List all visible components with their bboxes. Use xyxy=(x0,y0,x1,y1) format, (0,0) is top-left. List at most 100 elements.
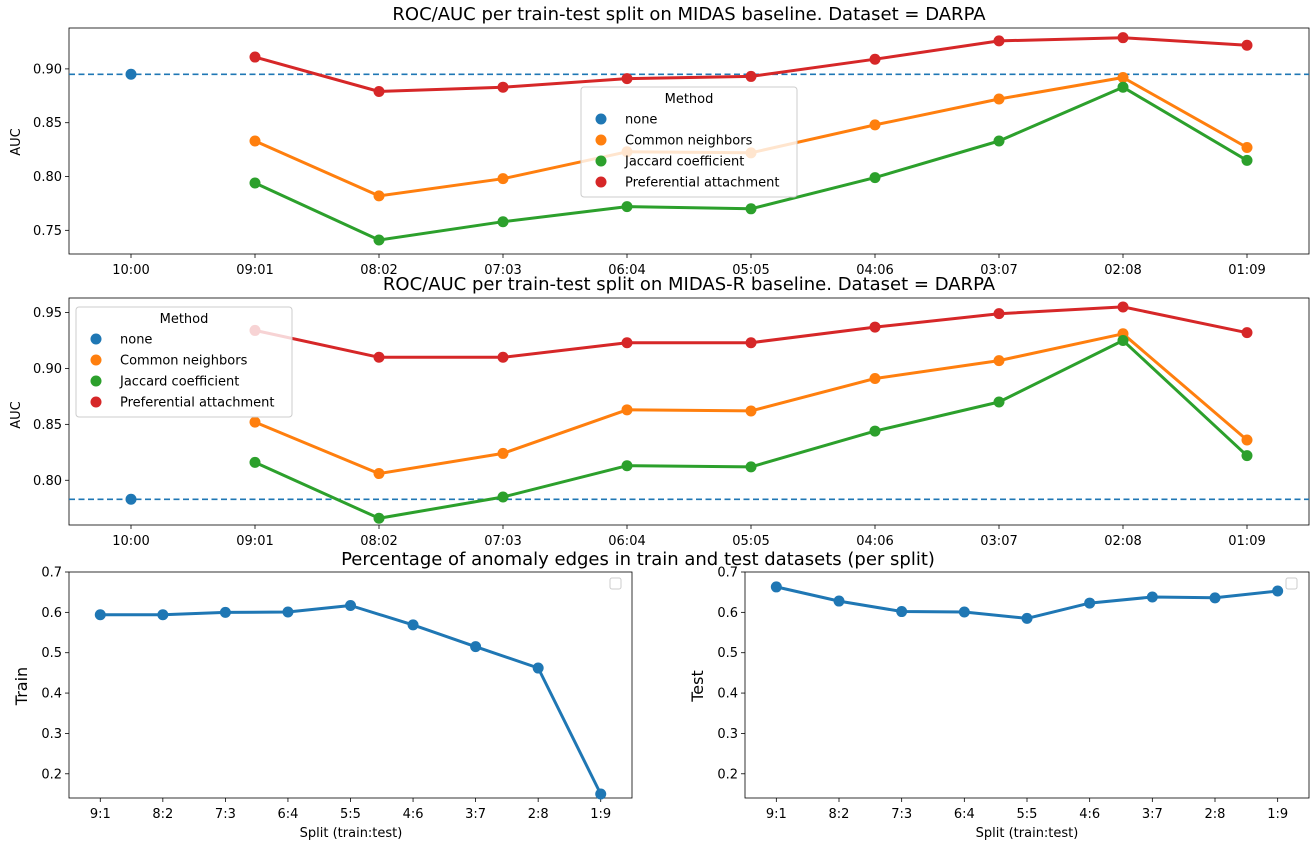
x-tick-label: 04:06 xyxy=(856,534,893,549)
y-tick-label: 0.5 xyxy=(41,646,62,661)
legend-marker xyxy=(595,113,607,125)
data-point-none xyxy=(125,68,137,80)
data-point-preferential-attachment xyxy=(745,70,757,82)
x-tick-label: 01:09 xyxy=(1228,263,1265,278)
y-tick-label: 0.80 xyxy=(33,474,62,489)
chart-midas-r-auc: ROC/AUC per train-test split on MIDAS-R … xyxy=(9,274,1310,549)
data-point-values xyxy=(1021,612,1033,624)
data-point-preferential-attachment xyxy=(1241,39,1253,51)
data-point-jaccard-coefficient xyxy=(1117,81,1129,93)
data-point-common-neighbors xyxy=(1241,434,1253,446)
data-point-common-neighbors xyxy=(1241,141,1253,153)
y-axis-label: AUC xyxy=(9,401,24,429)
x-tick-label: 08:02 xyxy=(360,534,397,549)
legend-marker xyxy=(595,176,607,188)
x-tick-label: 04:06 xyxy=(856,263,893,278)
y-axis-label: Test xyxy=(688,670,707,703)
y-tick-label: 0.85 xyxy=(33,418,62,433)
chart-midas-auc: ROC/AUC per train-test split on MIDAS ba… xyxy=(9,4,1310,278)
y-tick-label: 0.90 xyxy=(33,362,62,377)
legend-entry: Jaccard coefficient xyxy=(624,155,744,170)
data-point-values xyxy=(345,599,356,611)
x-tick-label: 9:1 xyxy=(90,807,111,822)
x-tick-label: 06:04 xyxy=(608,263,645,278)
data-point-common-neighbors xyxy=(249,416,261,428)
data-point-preferential-attachment xyxy=(1117,301,1129,313)
data-point-jaccard-coefficient xyxy=(249,177,261,189)
data-point-jaccard-coefficient xyxy=(621,460,633,472)
legend-box xyxy=(75,306,293,418)
x-tick-label: 7:3 xyxy=(891,807,912,822)
data-point-preferential-attachment xyxy=(621,73,633,85)
y-tick-label: 0.90 xyxy=(33,62,62,77)
data-point-common-neighbors xyxy=(621,404,633,416)
data-point-values xyxy=(770,581,782,593)
data-point-preferential-attachment xyxy=(497,81,509,93)
data-point-jaccard-coefficient xyxy=(373,234,385,246)
x-tick-label: 09:01 xyxy=(236,263,273,278)
y-tick-label: 0.7 xyxy=(41,566,62,581)
data-point-jaccard-coefficient xyxy=(497,491,509,503)
x-tick-label: 08:02 xyxy=(360,263,397,278)
data-point-jaccard-coefficient xyxy=(869,172,881,184)
y-tick-label: 0.4 xyxy=(717,687,738,702)
data-point-preferential-attachment xyxy=(869,321,881,333)
data-point-values xyxy=(1209,592,1221,604)
data-point-jaccard-coefficient xyxy=(869,425,881,437)
data-point-values xyxy=(94,609,106,621)
y-tick-label: 0.75 xyxy=(33,224,62,239)
data-point-none xyxy=(125,493,137,505)
legend-entry: Common neighbors xyxy=(625,134,753,149)
x-tick-label: 03:07 xyxy=(980,263,1017,278)
legend-title: Method xyxy=(665,92,714,107)
x-tick-label: 3:7 xyxy=(465,807,486,822)
x-tick-label: 01:09 xyxy=(1228,534,1265,549)
data-point-preferential-attachment xyxy=(1117,32,1129,44)
legend: Method none Common neighbors Jaccard coeffi… xyxy=(75,306,293,418)
data-point-values xyxy=(157,609,169,621)
x-tick-label: 10:00 xyxy=(112,263,149,278)
y-tick-label: 0.3 xyxy=(717,727,738,742)
plot-area xyxy=(68,27,1310,255)
y-tick-label: 0.95 xyxy=(33,306,62,321)
x-tick-label: 09:01 xyxy=(236,534,273,549)
chart-title: ROC/AUC per train-test split on MIDAS ba… xyxy=(392,4,986,25)
data-point-jaccard-coefficient xyxy=(373,512,385,524)
data-point-jaccard-coefficient xyxy=(249,456,261,468)
x-tick-label: 07:03 xyxy=(484,263,521,278)
legend: Method none Common neighbors Jaccard coeffi… xyxy=(580,86,798,198)
y-tick-label: 0.6 xyxy=(717,606,738,621)
data-point-preferential-attachment xyxy=(1241,327,1253,339)
data-point-jaccard-coefficient xyxy=(1241,450,1253,462)
data-point-values xyxy=(1084,597,1096,609)
data-point-common-neighbors xyxy=(993,93,1005,105)
legend-entry: none xyxy=(625,113,657,128)
data-point-common-neighbors xyxy=(497,447,509,459)
data-point-preferential-attachment xyxy=(993,308,1005,320)
x-tick-label: 05:05 xyxy=(732,534,769,549)
data-point-preferential-attachment xyxy=(993,35,1005,47)
data-point-common-neighbors xyxy=(249,135,261,147)
legend-marker xyxy=(595,155,607,167)
data-point-jaccard-coefficient xyxy=(993,135,1005,147)
y-tick-label: 0.2 xyxy=(717,767,738,782)
x-tick-label: 8:2 xyxy=(152,807,173,822)
data-point-jaccard-coefficient xyxy=(621,201,633,213)
y-axis-label: AUC xyxy=(9,128,24,156)
data-point-values xyxy=(470,641,482,653)
data-point-common-neighbors xyxy=(1117,72,1129,84)
data-point-jaccard-coefficient xyxy=(497,216,509,228)
data-point-common-neighbors xyxy=(869,373,881,385)
legend-entry: none xyxy=(120,333,152,348)
x-tick-label: 2:8 xyxy=(1205,807,1226,822)
data-point-common-neighbors xyxy=(745,405,757,417)
data-point-common-neighbors xyxy=(497,173,509,185)
x-tick-label: 6:4 xyxy=(954,807,975,822)
data-point-jaccard-coefficient xyxy=(993,396,1005,408)
y-tick-label: 0.5 xyxy=(717,646,738,661)
y-axis-label: Train xyxy=(12,667,31,706)
x-tick-label: 8:2 xyxy=(829,807,850,822)
plot-area xyxy=(744,571,1310,799)
series-line-preferential-attachment xyxy=(253,36,1249,93)
chart-train-anomaly-percentage: Percentage of anomaly edges in train and… xyxy=(12,549,935,841)
